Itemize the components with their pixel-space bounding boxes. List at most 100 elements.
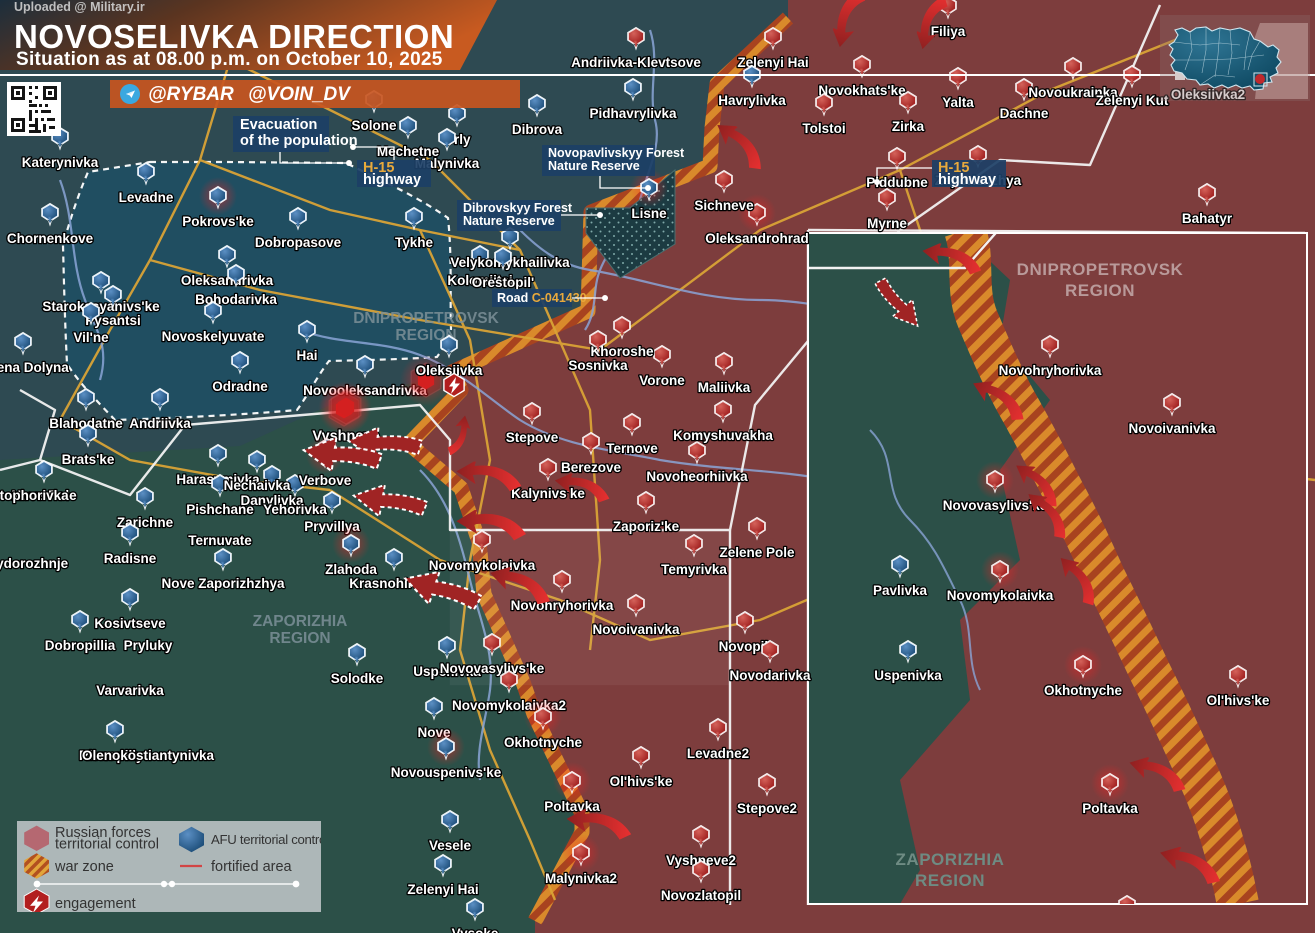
svg-text:Brats'ke: Brats'ke xyxy=(62,452,115,467)
svg-text:Novohryhorivka: Novohryhorivka xyxy=(511,598,614,613)
svg-text:Zirka: Zirka xyxy=(892,119,925,134)
svg-text:Evacuation: Evacuation xyxy=(240,117,317,133)
svg-text:Tolstoi: Tolstoi xyxy=(802,121,845,136)
svg-text:Nature Reserve: Nature Reserve xyxy=(548,159,640,173)
svg-text:Novozlatopil: Novozlatopil xyxy=(661,888,741,903)
svg-text:Berezove: Berezove xyxy=(561,460,622,475)
svg-text:of the population: of the population xyxy=(240,133,358,149)
svg-text:Levadne: Levadne xyxy=(119,190,174,205)
svg-text:Orestopil': Orestopil' xyxy=(472,275,534,290)
svg-text:Poltavka: Poltavka xyxy=(544,799,600,814)
svg-text:Olenokostiantynivka: Olenokostiantynivka xyxy=(82,748,215,763)
svg-text:Yalta: Yalta xyxy=(942,95,974,110)
svg-text:Novoivanivka: Novoivanivka xyxy=(1128,421,1216,436)
svg-text:Verbove: Verbove xyxy=(299,473,352,488)
svg-text:Zaporiz'ke: Zaporiz'ke xyxy=(613,519,680,534)
svg-text:Vorone: Vorone xyxy=(639,373,685,388)
svg-text:Chornenkove: Chornenkove xyxy=(7,231,94,246)
svg-text:Ternove: Ternove xyxy=(606,441,658,456)
svg-text:Pokrovs'ke: Pokrovs'ke xyxy=(182,214,254,229)
svg-text:Okhotnyche: Okhotnyche xyxy=(504,735,583,750)
svg-text:territorial control: territorial control xyxy=(55,837,159,853)
svg-text:Novovasylivs'ke: Novovasylivs'ke xyxy=(440,661,545,676)
svg-text:Solodke: Solodke xyxy=(331,671,384,686)
svg-text:Uspenivka: Uspenivka xyxy=(874,668,942,683)
svg-text:Novouspenivs'ke: Novouspenivs'ke xyxy=(391,765,502,780)
svg-text:Vil'ne: Vil'ne xyxy=(73,330,109,345)
svg-text:Pidhavrylivka: Pidhavrylivka xyxy=(589,106,677,121)
svg-text:Malynivka: Malynivka xyxy=(1095,923,1160,933)
svg-text:Okhotnyche: Okhotnyche xyxy=(1044,683,1123,698)
svg-text:@RYBAR: @RYBAR xyxy=(148,84,234,105)
svg-text:Vesele: Vesele xyxy=(429,838,472,853)
svg-text:Uploaded @ Military.ir: Uploaded @ Military.ir xyxy=(14,0,145,14)
svg-text:Temyrivka: Temyrivka xyxy=(661,562,727,577)
svg-text:Havrylivka: Havrylivka xyxy=(718,93,786,108)
svg-text:Hai: Hai xyxy=(296,348,317,363)
svg-text:Komyshuvakha: Komyshuvakha xyxy=(673,428,773,443)
svg-text:Radisne: Radisne xyxy=(104,551,157,566)
svg-text:Katerynivka: Katerynivka xyxy=(22,155,99,170)
svg-text:Odradne: Odradne xyxy=(212,379,268,394)
svg-text:Novokhats'ke: Novokhats'ke xyxy=(818,83,906,98)
svg-text:Ol'hivs'ke: Ol'hivs'ke xyxy=(610,774,673,789)
svg-text:Sichneve: Sichneve xyxy=(694,198,754,213)
svg-text:Pryluky: Pryluky xyxy=(124,638,173,653)
svg-text:Andriivka: Andriivka xyxy=(129,416,191,431)
svg-text:Myrne: Myrne xyxy=(867,216,907,231)
svg-text:Stepove: Stepove xyxy=(506,430,559,445)
svg-text:war zone: war zone xyxy=(54,859,114,875)
svg-text:Zelena Dolyna: Zelena Dolyna xyxy=(0,360,69,375)
svg-text:Novohryhorivka: Novohryhorivka xyxy=(999,363,1102,378)
svg-text:Filiya: Filiya xyxy=(931,24,966,39)
svg-text:Novoskelyuvate: Novoskelyuvate xyxy=(162,329,265,344)
svg-text:Nove Zaporizhzhya: Nove Zaporizhzhya xyxy=(161,576,285,591)
svg-text:Novoheorhiivka: Novoheorhiivka xyxy=(646,469,748,484)
svg-text:Zlahoda: Zlahoda xyxy=(325,562,377,577)
svg-text:Lisne: Lisne xyxy=(631,206,667,221)
svg-text:Prydorozhnje: Prydorozhnje xyxy=(0,556,69,571)
svg-text:Oleksandrohrad: Oleksandrohrad xyxy=(705,231,809,246)
svg-text:Kalynivs'ke: Kalynivs'ke xyxy=(511,486,585,501)
svg-text:Nechaivka: Nechaivka xyxy=(224,478,291,493)
svg-text:Solone: Solone xyxy=(351,118,396,133)
svg-text:Zelenyi Hai: Zelenyi Hai xyxy=(407,882,478,897)
svg-text:AFU territorial control: AFU territorial control xyxy=(211,832,321,847)
svg-text:Varvarivka: Varvarivka xyxy=(96,683,164,698)
svg-text:Ternuvate: Ternuvate xyxy=(188,533,252,548)
svg-text:Yehorivka: Yehorivka xyxy=(263,502,327,517)
svg-text:Dibrovskyy Forest: Dibrovskyy Forest xyxy=(463,201,573,215)
svg-text:Maliivka: Maliivka xyxy=(698,380,751,395)
svg-text:Novopavlivskyy Forest: Novopavlivskyy Forest xyxy=(548,146,685,160)
svg-text:engagement: engagement xyxy=(55,896,136,912)
svg-text:Dobropillia: Dobropillia xyxy=(45,638,116,653)
svg-text:Nature Reserve: Nature Reserve xyxy=(463,214,555,228)
svg-text:Dobropasove: Dobropasove xyxy=(255,235,342,250)
svg-text:Zelene Pole: Zelene Pole xyxy=(719,545,795,560)
svg-text:Novoivanivka: Novoivanivka xyxy=(592,622,680,637)
svg-text:Poltavka: Poltavka xyxy=(1082,801,1138,816)
svg-text:Tykhe: Tykhe xyxy=(395,235,434,250)
svg-text:Novomykolaivka: Novomykolaivka xyxy=(429,558,536,573)
svg-text:Novomykolaivka: Novomykolaivka xyxy=(947,588,1054,603)
svg-text:Pavlivka: Pavlivka xyxy=(873,583,928,598)
svg-text:@VOIN_DV: @VOIN_DV xyxy=(248,84,351,105)
svg-text:Vysoke: Vysoke xyxy=(452,926,499,933)
svg-text:fortified area: fortified area xyxy=(211,859,293,875)
svg-text:Stepove2: Stepove2 xyxy=(737,801,797,816)
svg-text:highway: highway xyxy=(938,172,996,188)
svg-text:Novodarivka: Novodarivka xyxy=(729,668,811,683)
svg-text:Situation as at 08.00 p.m. on: Situation as at 08.00 p.m. on October 10… xyxy=(16,49,443,70)
svg-text:Bahatyr: Bahatyr xyxy=(1182,211,1233,226)
svg-text:Malynivka2: Malynivka2 xyxy=(545,871,617,886)
svg-text:Levadne2: Levadne2 xyxy=(687,746,749,761)
svg-text:Ol'hivs'ke: Ol'hivs'ke xyxy=(1207,693,1270,708)
svg-text:Khrystophorivka: Khrystophorivka xyxy=(0,488,69,503)
svg-text:Starokasyanivs'ke: Starokasyanivs'ke xyxy=(42,299,160,314)
svg-text:Kosivtseve: Kosivtseve xyxy=(94,616,166,631)
svg-text:Zelenyi Kut: Zelenyi Kut xyxy=(1096,93,1169,108)
svg-text:highway: highway xyxy=(363,172,421,188)
svg-text:Andriivka-Klevtsove: Andriivka-Klevtsove xyxy=(571,55,701,70)
svg-text:Dibrova: Dibrova xyxy=(512,122,563,137)
svg-text:Dachne: Dachne xyxy=(1000,106,1049,121)
